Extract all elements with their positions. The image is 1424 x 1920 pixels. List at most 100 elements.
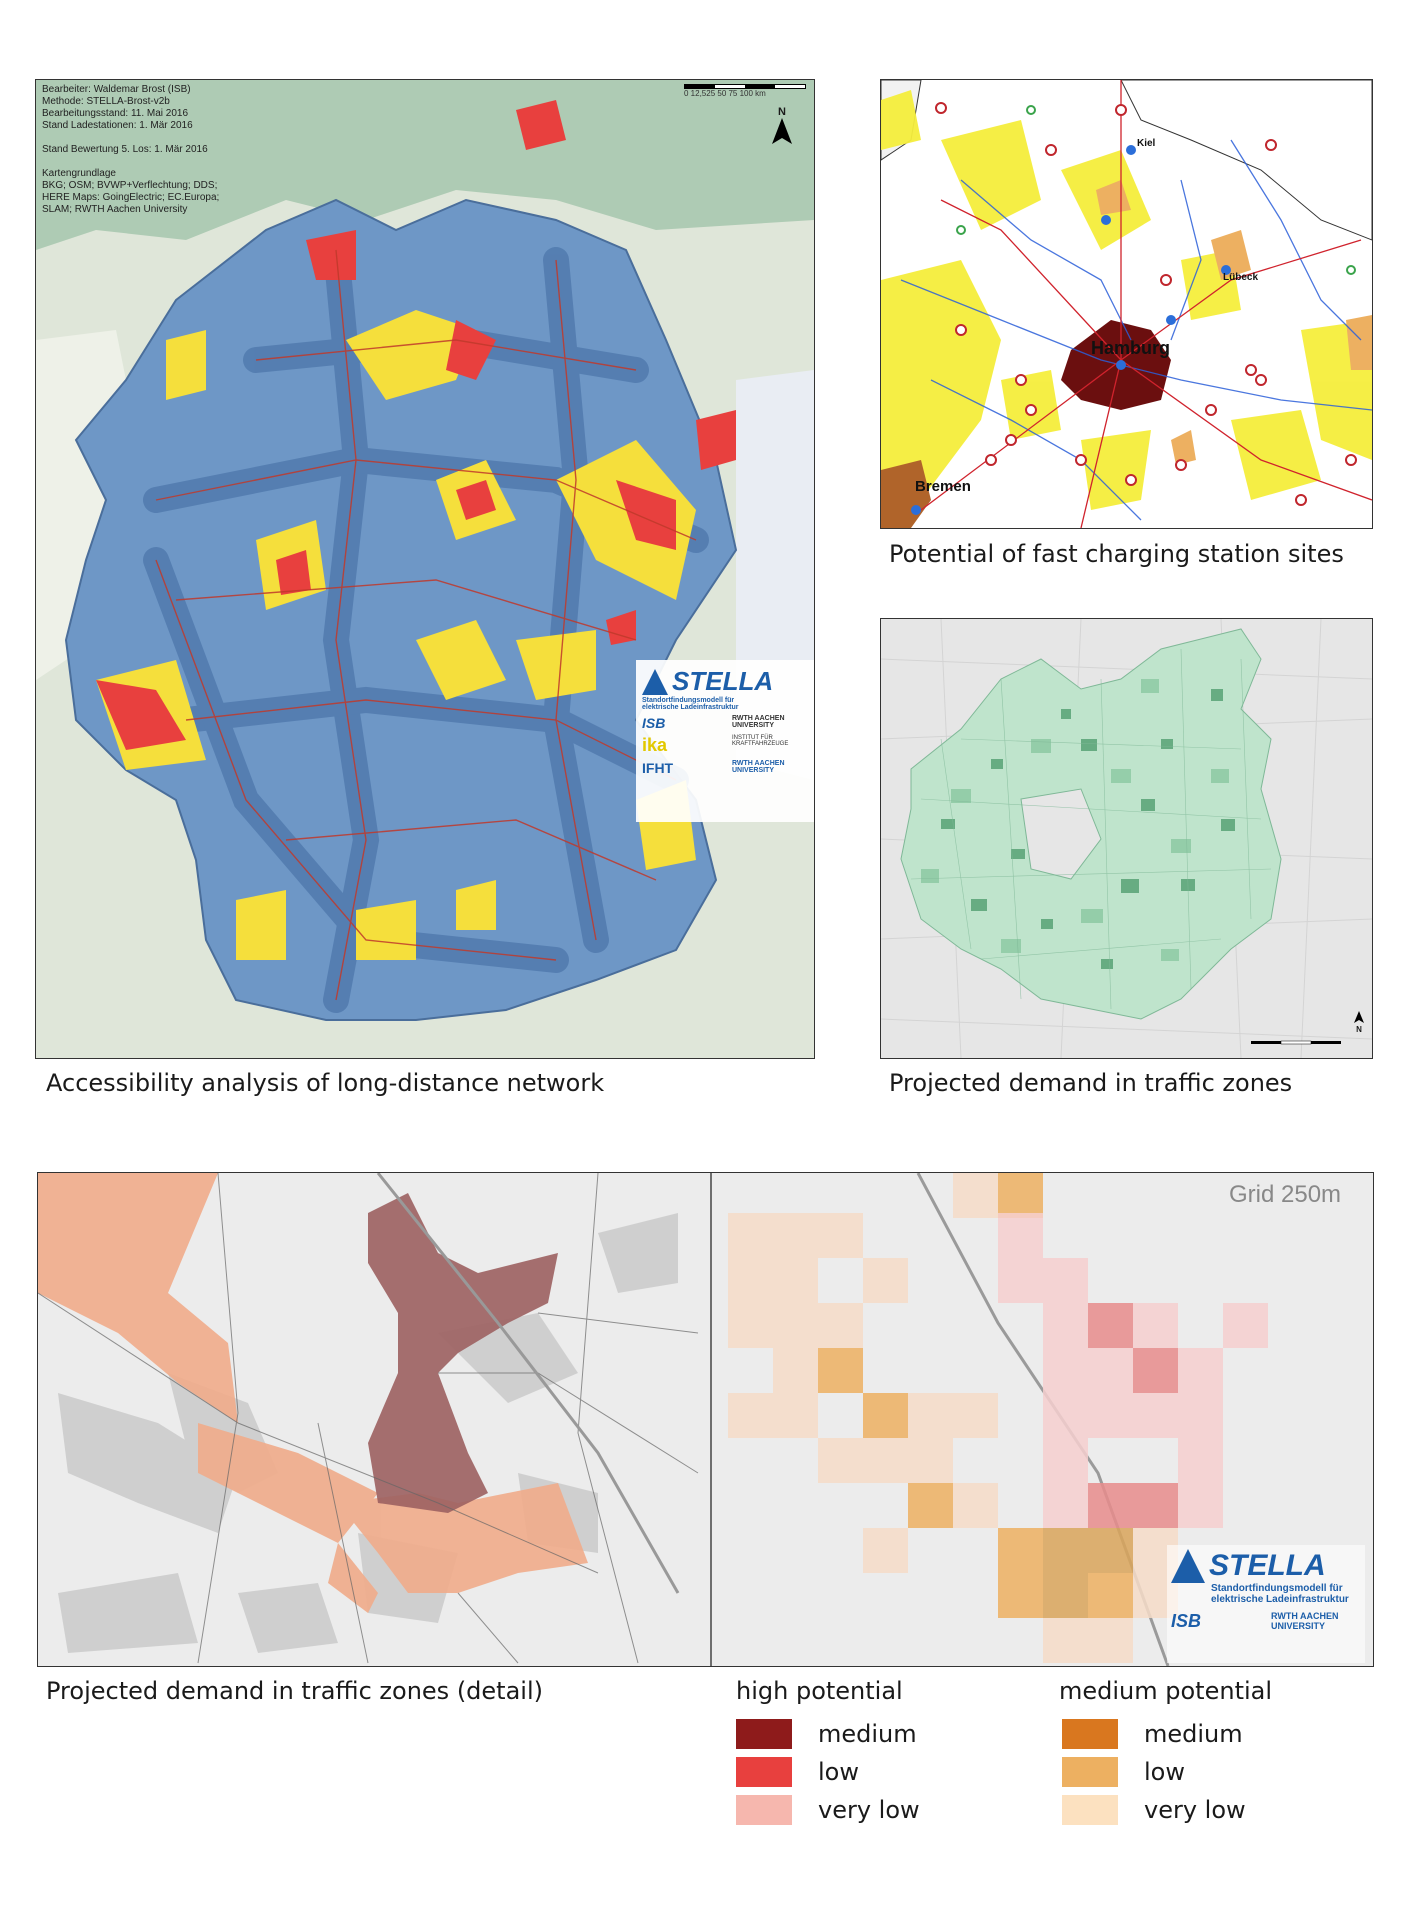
grid-cell [1088, 1618, 1133, 1663]
legend-item: low [736, 1757, 859, 1787]
grid-cell [998, 1573, 1043, 1618]
germany-accessibility-map: Bearbeiter: Waldemar Brost (ISB) Methode… [35, 79, 815, 1059]
logo-subtitle: Standortfindungsmodell für [642, 697, 735, 704]
logo-subtitle: elektrische Ladeinfrastruktur [1211, 1594, 1349, 1605]
legend-swatch [1062, 1719, 1118, 1749]
meta-line: Methode: STELLA-Brost-v2b [42, 96, 170, 107]
grid-cell [728, 1213, 773, 1258]
traffic-zones-caption: Projected demand in traffic zones [889, 1069, 1293, 1097]
traffic-zones-detail-map: Grid 250m STELLA Standortfindungsmodell … [37, 1172, 1374, 1667]
grid-cell [908, 1483, 953, 1528]
stella-mark-icon [642, 668, 668, 695]
legend-item: medium [736, 1719, 917, 1749]
germany-map-caption: Accessibility analysis of long-distance … [46, 1069, 605, 1097]
legend-swatch [1062, 1757, 1118, 1787]
isb-logo: ISB [1171, 1611, 1202, 1631]
ifht-logo: IFHT [642, 760, 674, 776]
grid-cell [863, 1528, 908, 1573]
grid-cell [1043, 1528, 1088, 1573]
grid-cell [773, 1348, 818, 1393]
north-arrow-icon: N [772, 106, 792, 147]
legend-item: medium [1062, 1719, 1243, 1749]
grid-cell [1133, 1348, 1178, 1393]
grid-cell [818, 1213, 863, 1258]
legend-item: low [1062, 1757, 1185, 1787]
grid-cell [1043, 1618, 1088, 1663]
grid-cell [1133, 1303, 1178, 1348]
traffic-zones-map-graphic [881, 619, 1372, 1058]
legend-swatch [736, 1795, 792, 1825]
legend-group-title: high potential [736, 1677, 903, 1705]
grid-cell [998, 1258, 1043, 1303]
north-label: N [1356, 1025, 1362, 1034]
grid-cell [773, 1393, 818, 1438]
grid-cell [818, 1438, 863, 1483]
grid-cell [1043, 1573, 1088, 1618]
grid-cell [1178, 1393, 1223, 1438]
grid-cell [998, 1528, 1043, 1573]
logo-brand: STELLA [672, 666, 774, 696]
meta-line: HERE Maps: GoingElectric; EC.Europa; [42, 192, 220, 203]
high-potential-zone [368, 1193, 558, 1513]
grid-cell [953, 1483, 998, 1528]
stella-logo: STELLA Standortfindungsmodell für elektr… [636, 660, 814, 822]
grid-cell [953, 1393, 998, 1438]
grid-cell [818, 1303, 863, 1348]
grid-cell [998, 1173, 1043, 1218]
germany-map-graphic [36, 80, 814, 1058]
grid-cell [1043, 1348, 1088, 1393]
meta-line: Kartengrundlage [42, 168, 116, 179]
grid-cell [1043, 1438, 1088, 1483]
ika-logo: ika [642, 735, 668, 755]
legend-swatch [736, 1719, 792, 1749]
grid-cell [728, 1303, 773, 1348]
logo-subtitle: elektrische Ladeinfrastruktur [642, 704, 739, 711]
grid-cell [908, 1438, 953, 1483]
grid-cell [863, 1258, 908, 1303]
grid-cell [953, 1173, 998, 1218]
grid-cell [1088, 1528, 1133, 1573]
scale-bar-label: 0 12,525 50 75 100 km [684, 89, 766, 98]
meta-line: BKG; OSM; BVWP+Verflechtung; DDS; [42, 180, 218, 191]
legend-item: very low [1062, 1795, 1246, 1825]
legend-swatch [736, 1757, 792, 1787]
legend-item-label: low [1144, 1758, 1185, 1786]
grid-cell [1178, 1438, 1223, 1483]
grid-cell [773, 1213, 818, 1258]
fast-charging-caption: Potential of fast charging station sites [889, 540, 1344, 568]
isb-logo: ISB [642, 715, 666, 731]
grid-cell [728, 1258, 773, 1303]
traffic-zones-map: N [880, 618, 1373, 1059]
grid-cell [1043, 1483, 1088, 1528]
grid-cell [1088, 1483, 1133, 1528]
city-label-kiel: Kiel [1137, 138, 1156, 149]
meta-line: SLAM; RWTH Aachen University [42, 204, 188, 215]
legend-item-label: very low [1144, 1796, 1246, 1824]
grid-cell [1133, 1393, 1178, 1438]
grid-cell [863, 1393, 908, 1438]
grid-cell [1088, 1348, 1133, 1393]
stella-logo: STELLA Standortfindungsmodell für elektr… [1167, 1545, 1365, 1663]
stella-mark-icon [1171, 1549, 1205, 1583]
grid-cell [908, 1393, 953, 1438]
grid-cell [773, 1303, 818, 1348]
grid-cell [728, 1393, 773, 1438]
scale-bar [1251, 1040, 1341, 1045]
meta-line: Stand Bewertung 5. Los: 1. Mär 2016 [42, 144, 208, 155]
city-label-hamburg: Hamburg [1091, 338, 1171, 358]
legend-item: very low [736, 1795, 920, 1825]
legend-group-title: medium potential [1059, 1677, 1273, 1705]
fast-charging-map-graphic [881, 80, 1372, 528]
meta-line: Stand Ladestationen: 1. Mär 2016 [42, 120, 193, 131]
grid-size-label: Grid 250m [1229, 1181, 1342, 1208]
grid-cell [773, 1258, 818, 1303]
map-metadata: Bearbeiter: Waldemar Brost (ISB) Methode… [42, 84, 219, 216]
city-label-luebeck: Lübeck [1223, 272, 1259, 283]
grid-cell [863, 1438, 908, 1483]
legend-swatch [1062, 1795, 1118, 1825]
grid-cell [1043, 1303, 1088, 1348]
meta-line: Bearbeiter: Waldemar Brost (ISB) [42, 84, 191, 95]
city-label-bremen: Bremen [915, 478, 971, 495]
detail-map-caption: Projected demand in traffic zones (detai… [46, 1677, 543, 1705]
logo-subtitle: Standortfindungsmodell für [1211, 1583, 1343, 1594]
